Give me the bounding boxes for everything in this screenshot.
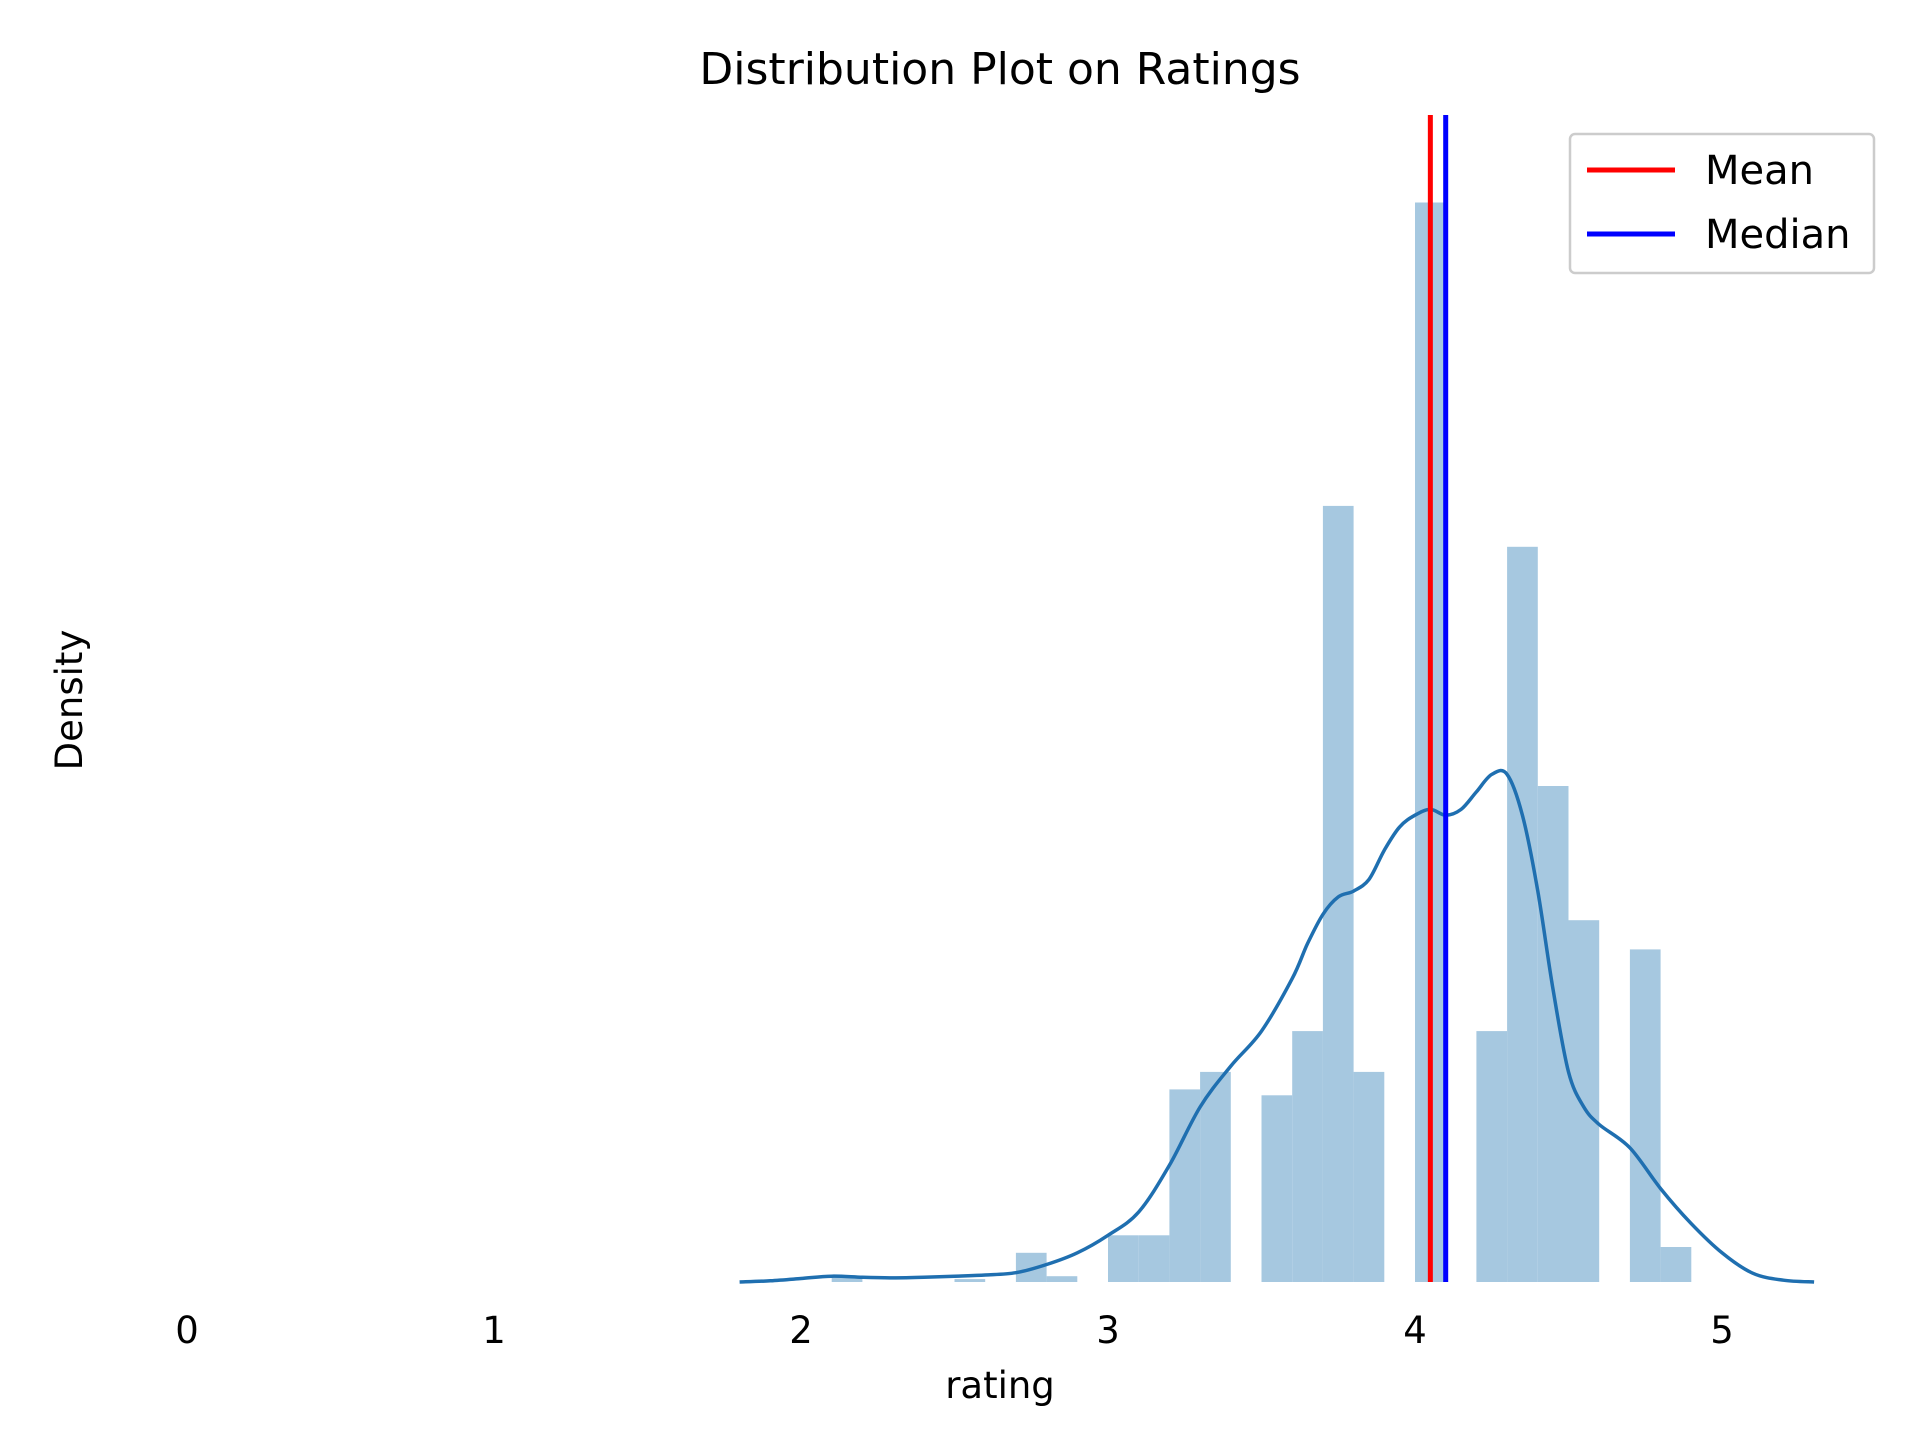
histogram-bar bbox=[1629, 949, 1661, 1282]
kde-density-curve bbox=[739, 768, 1815, 1284]
x-tick-label: 3 bbox=[1096, 1309, 1120, 1352]
histogram-bar bbox=[1353, 1071, 1385, 1282]
histogram-bar bbox=[831, 1276, 863, 1282]
histogram-bar bbox=[1108, 1235, 1139, 1282]
histogram-bar bbox=[1200, 1071, 1231, 1282]
histogram-bar bbox=[1507, 546, 1538, 1282]
histogram-bar bbox=[1537, 786, 1569, 1282]
histogram-bar bbox=[1476, 1031, 1508, 1282]
histogram-bar bbox=[1261, 1095, 1293, 1282]
x-tick-label: 0 bbox=[175, 1309, 199, 1352]
histogram-bar bbox=[1046, 1276, 1078, 1282]
x-tick-label: 4 bbox=[1403, 1309, 1427, 1352]
x-axis-label: rating bbox=[945, 1364, 1055, 1407]
histogram-bar bbox=[954, 1279, 986, 1282]
histogram-bars bbox=[831, 202, 1692, 1282]
legend: Mean Median bbox=[1568, 132, 1876, 275]
x-tick-label: 1 bbox=[482, 1309, 506, 1352]
legend-mean-label: Mean bbox=[1705, 148, 1814, 194]
histogram-bar bbox=[1292, 1031, 1323, 1282]
histogram-bar bbox=[1138, 1235, 1170, 1282]
x-tick-label: 5 bbox=[1710, 1309, 1734, 1352]
histogram-bar bbox=[1660, 1247, 1692, 1282]
legend-median-label: Median bbox=[1705, 212, 1851, 258]
x-tick-label: 2 bbox=[789, 1309, 813, 1352]
histogram-bar bbox=[1568, 920, 1600, 1282]
histogram-bar bbox=[1169, 1089, 1201, 1282]
y-axis-label: Density bbox=[48, 630, 91, 771]
chart-title: Distribution Plot on Ratings bbox=[699, 44, 1300, 95]
x-axis-ticks: 0 1 2 3 4 5 bbox=[175, 1309, 1734, 1352]
